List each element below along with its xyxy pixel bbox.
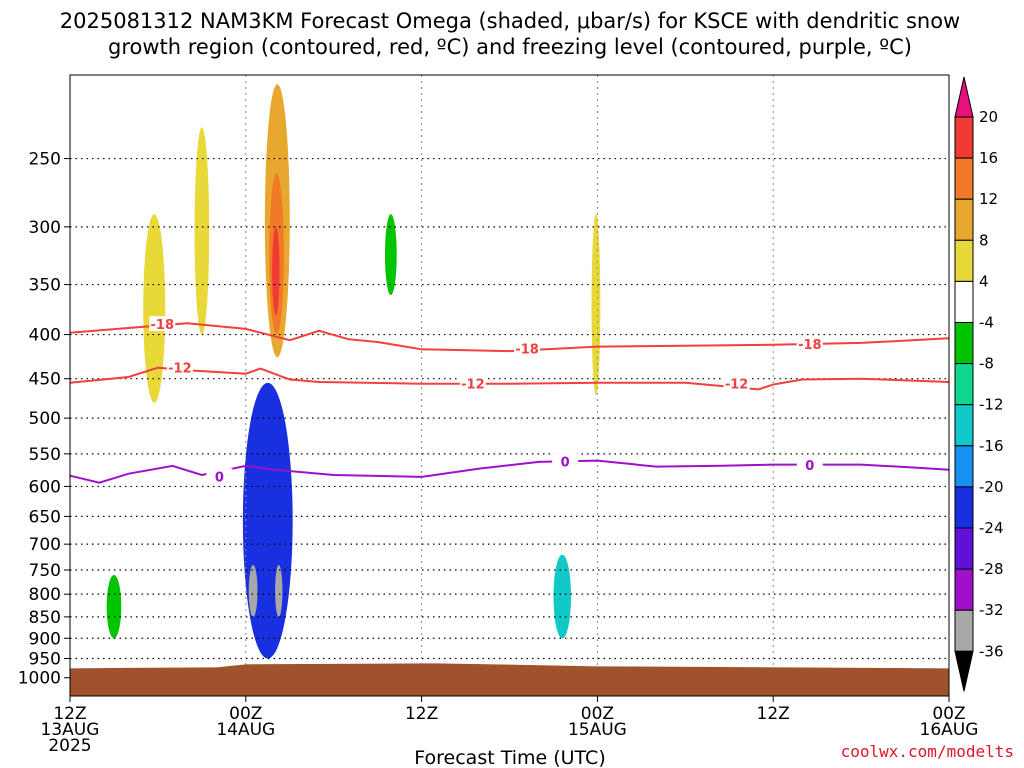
contour-label-1: -18 xyxy=(515,342,539,357)
y-tick-label-600: 600 xyxy=(29,477,61,497)
colorbar-label-12: -32 xyxy=(979,601,1004,619)
contour-label-bg xyxy=(166,359,193,375)
plot-border xyxy=(69,74,950,697)
x-tick-label-24-0: 12Z xyxy=(405,704,438,724)
colorbar-label-6: -8 xyxy=(979,355,994,373)
y-tick-label-700: 700 xyxy=(29,535,61,555)
colorbar-cap-top xyxy=(954,76,974,118)
y-tick-label-850: 850 xyxy=(29,608,61,628)
plot-area xyxy=(70,75,949,696)
colorbar-segment-4 xyxy=(954,239,974,282)
colorbar-segment-7 xyxy=(954,363,974,406)
colorbar-label-10: -24 xyxy=(979,519,1004,537)
contour-label-4: -12 xyxy=(461,378,485,393)
omega-region-upward-ascent-early xyxy=(143,214,166,403)
colorbar-label-5: -4 xyxy=(979,314,994,332)
colorbar-label-8: -16 xyxy=(979,437,1004,455)
omega-region-downward-15aug xyxy=(553,554,572,639)
colorbar-label-2: 12 xyxy=(979,190,998,208)
colorbar-label-1: 16 xyxy=(979,149,998,167)
y-tick-label-350: 350 xyxy=(29,276,61,296)
contour-label-bg xyxy=(796,457,823,473)
y-tick-label-550: 550 xyxy=(29,445,61,465)
contour-dgz_-18 xyxy=(69,322,950,353)
colorbar-segment-13 xyxy=(954,609,974,652)
omega-region-upward-ascent-pre00z xyxy=(194,127,210,335)
colorbar-label-13: -36 xyxy=(979,642,1004,660)
contour-label-bg xyxy=(552,453,579,469)
contour-label-7: 0 xyxy=(561,455,570,470)
contour-label-8: 0 xyxy=(805,459,814,474)
x-axis-title: Forecast Time (UTC) xyxy=(414,747,605,768)
colorbar-label-11: -28 xyxy=(979,560,1004,578)
x-tick-label-0-2: 2025 xyxy=(48,736,91,756)
y-tick-label-800: 800 xyxy=(29,585,61,605)
contour-label-6: 0 xyxy=(215,470,224,485)
y-tick-label-950: 950 xyxy=(29,650,61,670)
x-tick-label-48-0: 12Z xyxy=(757,704,790,724)
colorbar-segment-11 xyxy=(954,527,974,570)
y-tick-label-400: 400 xyxy=(29,326,61,346)
contour-label-0: -18 xyxy=(151,318,175,333)
x-tick-label-12-0: 00Z xyxy=(229,704,262,724)
y-tick-label-500: 500 xyxy=(29,409,61,429)
omega-shading-layer xyxy=(106,84,601,659)
contour-label-bg xyxy=(723,375,750,391)
contour-label-bg xyxy=(206,468,233,484)
contour-label-2: -18 xyxy=(798,338,822,353)
omega-region-downward-early xyxy=(106,574,122,639)
x-tick-label-60-1: 16AUG xyxy=(920,720,979,740)
colorbar-label-4: 4 xyxy=(979,272,989,290)
contour-label-bg xyxy=(149,316,176,332)
colorbar-label-0: 20 xyxy=(979,108,998,126)
colorbar-label-9: -20 xyxy=(979,478,1004,496)
colorbar-segment-9 xyxy=(954,445,974,488)
y-axis-ticks: 2503003504004505005506006507007508008509… xyxy=(18,150,70,689)
omega-region-upward-core-max xyxy=(272,226,280,316)
colorbar-segment-10 xyxy=(954,486,974,529)
colorbar-segment-2 xyxy=(954,157,974,200)
contour-freezing_level xyxy=(69,459,950,484)
y-tick-label-250: 250 xyxy=(29,150,61,170)
colorbar-segment-3 xyxy=(954,198,974,241)
y-tick-label-1000: 1000 xyxy=(18,669,61,689)
colorbar-segment-12 xyxy=(954,568,974,611)
contour-label-5: -12 xyxy=(725,378,749,393)
x-tick-label-36-0: 00Z xyxy=(581,704,614,724)
x-tick-label-36-1: 15AUG xyxy=(568,720,627,740)
colorbar: 20 16 12 8 4 -4 -8 -12 -16 -20 -24 -28 -32 -36 xyxy=(954,76,1004,692)
omega-region-upward-0520-upper xyxy=(591,214,601,395)
omega-region-downward-cell-b xyxy=(275,564,283,617)
colorbar-segment-1 xyxy=(954,116,974,159)
chart-title-line1: 2025081312 NAM3KM Forecast Omega (shaded… xyxy=(60,9,960,33)
colorbar-cap-bottom xyxy=(954,650,974,692)
surface-layer xyxy=(70,663,949,696)
x-tick-label-0-0: 12Z xyxy=(53,704,86,724)
y-tick-label-650: 650 xyxy=(29,507,61,527)
colorbar-label-3: 8 xyxy=(979,231,989,249)
omega-region-downward-cell-a xyxy=(248,564,258,617)
contour-label-bg xyxy=(459,375,486,391)
colorbar-segment-8 xyxy=(954,404,974,447)
contour-label-bg xyxy=(796,335,823,351)
colorbar-segment-6 xyxy=(954,322,974,365)
chart-title-line2: growth region (contoured, red, ºC) and f… xyxy=(108,35,912,59)
contour-layer: -18 -18 -18 -12 -12 -12 0 0 0 xyxy=(69,316,950,485)
omega-region-upward-mid-2130 xyxy=(384,214,397,296)
y-tick-label-450: 450 xyxy=(29,370,61,390)
x-tick-label-12-1: 14AUG xyxy=(216,720,275,740)
colorbar-label-7: -12 xyxy=(979,396,1004,414)
x-tick-label-0-1: 13AUG xyxy=(41,720,100,740)
surface-terrain xyxy=(70,663,949,696)
contour-label-bg xyxy=(514,340,541,356)
y-tick-label-300: 300 xyxy=(29,218,61,238)
x-tick-label-60-0: 00Z xyxy=(932,704,965,724)
y-tick-label-750: 750 xyxy=(29,561,61,581)
contour-label-3: -12 xyxy=(168,362,192,377)
y-tick-label-900: 900 xyxy=(29,629,61,649)
colorbar-segment-5 xyxy=(954,280,974,323)
credit-text: coolwx.com/modelts xyxy=(841,742,1014,761)
